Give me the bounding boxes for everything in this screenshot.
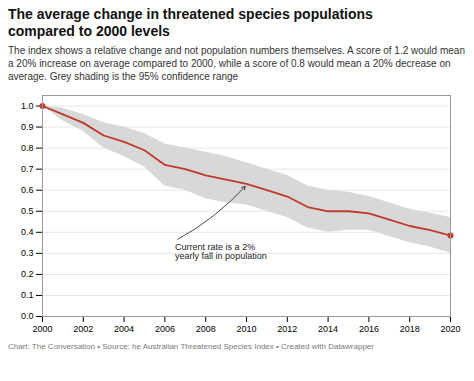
svg-text:2006: 2006 (155, 323, 175, 333)
svg-text:0.7: 0.7 (21, 164, 34, 174)
svg-text:0.3: 0.3 (21, 248, 34, 258)
svg-text:2004: 2004 (114, 323, 134, 333)
svg-text:0.6: 0.6 (21, 185, 34, 195)
svg-text:2008: 2008 (196, 323, 216, 333)
svg-text:2020: 2020 (440, 323, 460, 333)
svg-text:0.0: 0.0 (21, 311, 34, 321)
svg-text:2012: 2012 (277, 323, 297, 333)
svg-text:0.1: 0.1 (21, 290, 34, 300)
svg-text:1.0: 1.0 (21, 100, 34, 110)
svg-text:2018: 2018 (400, 323, 420, 333)
svg-text:0.5: 0.5 (21, 206, 34, 216)
svg-text:2000: 2000 (32, 323, 52, 333)
svg-text:2002: 2002 (73, 323, 93, 333)
svg-text:0.2: 0.2 (21, 269, 34, 279)
svg-text:0.9: 0.9 (21, 122, 34, 132)
svg-text:Current rate is a 2%yearly fal: Current rate is a 2%yearly fall in popul… (175, 242, 267, 261)
svg-text:0.8: 0.8 (21, 143, 34, 153)
html-text:The average change in threaten: The average change in threatened species… (8, 6, 373, 39)
html-text:The index shows a relative cha: The index shows a relative change and no… (8, 44, 465, 82)
svg-text:2010: 2010 (236, 323, 256, 333)
svg-text:0.4: 0.4 (21, 227, 34, 237)
svg-text:2014: 2014 (318, 323, 338, 333)
svg-text:2016: 2016 (359, 323, 379, 333)
html-text:Chart: The Conversation • Sour: Chart: The Conversation • Source: he Aus… (8, 341, 374, 351)
